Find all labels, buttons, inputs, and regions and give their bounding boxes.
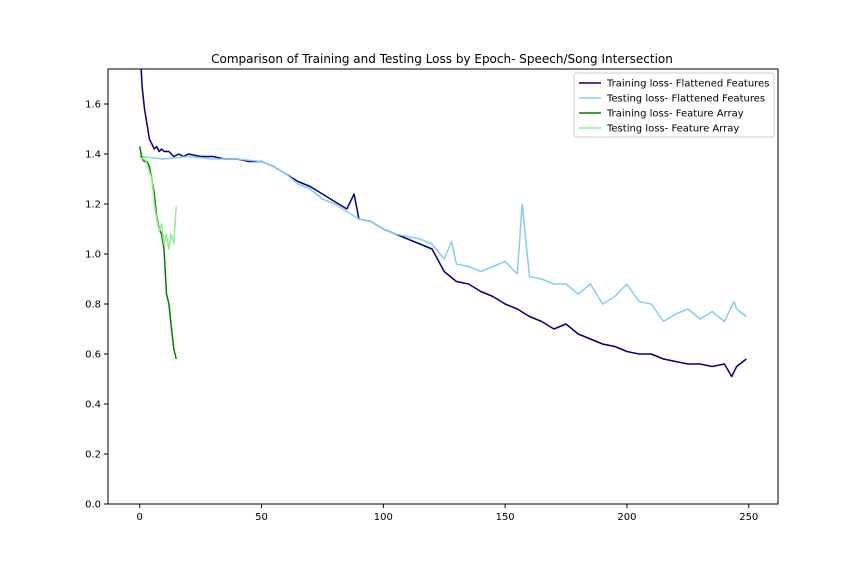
legend-label: Training loss- Flattened Features (606, 79, 769, 90)
y-tick-label: 0.8 (85, 300, 101, 311)
legend-box (573, 72, 775, 138)
x-tick-label: 100 (374, 512, 393, 523)
legend-label: Testing loss- Feature Array (606, 124, 739, 135)
y-tick-label: 1.6 (85, 100, 101, 111)
series-layer (138, 69, 747, 378)
y-tick-label: 0.2 (85, 450, 101, 461)
x-tick-label: 50 (255, 512, 268, 523)
y-tick-label: 1.2 (85, 200, 101, 211)
x-tick-label: 200 (617, 512, 636, 523)
series-line-3 (138, 146, 177, 360)
legend-label: Testing loss- Flattened Features (606, 94, 765, 105)
x-tick-label: 0 (136, 512, 142, 523)
x-axis: 0 50 100 150 200 250 (136, 504, 758, 523)
plot-frame (107, 68, 779, 505)
legend-label: Training loss- Feature Array (606, 109, 744, 120)
y-tick-label: 1.4 (85, 150, 101, 161)
chart-title: Comparison of Training and Testing Loss … (211, 52, 673, 66)
x-tick-label: 250 (739, 512, 758, 523)
y-tick-label: 1.0 (85, 250, 101, 261)
series-line-4 (139, 155, 177, 250)
series-line-2 (139, 155, 747, 323)
y-tick-label: 0.0 (85, 500, 101, 511)
y-axis: 0.0 0.2 0.4 0.6 0.8 1.0 1.2 1.4 1.6 (85, 100, 108, 511)
y-tick-label: 0.4 (85, 400, 101, 411)
legend: Training loss- Flattened Features Testing… (573, 72, 775, 138)
x-tick-label: 150 (496, 512, 515, 523)
y-tick-label: 0.6 (85, 350, 101, 361)
